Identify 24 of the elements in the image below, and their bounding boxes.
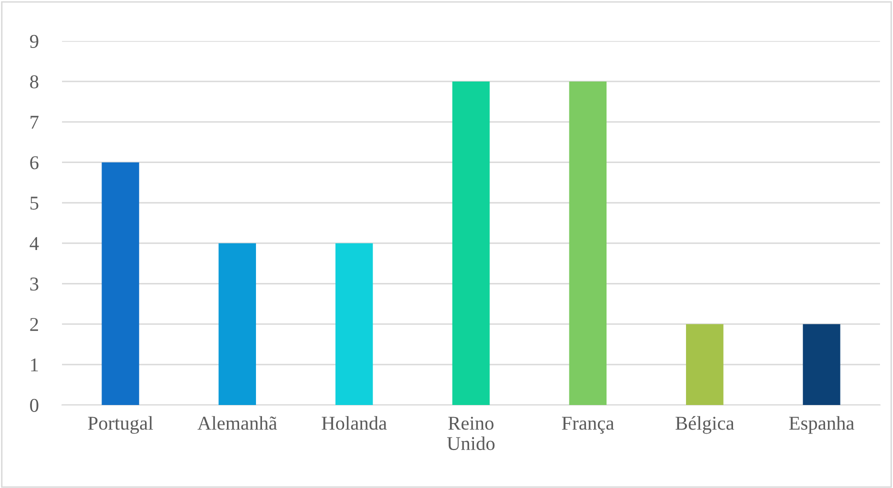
y-tick-label: 8 [30,75,38,88]
x-tick-label: Bélgica [676,416,734,434]
x-tick-label: Reino Unido [447,416,495,450]
bar [218,243,256,405]
x-tick-label: Espanha [789,416,854,434]
y-tick-label: 7 [30,116,39,129]
y-tick-label: 3 [30,278,38,291]
bar [335,243,373,405]
bar [452,81,490,405]
y-tick-label: 5 [30,196,38,210]
y-tick-label: 9 [30,34,38,48]
y-tick-label: 6 [30,156,39,170]
y-tick-label: 1 [31,358,38,372]
bar [686,324,724,405]
bar [102,162,140,405]
bar [802,324,840,405]
x-tick-label: Alemanhã [198,416,277,430]
y-tick-label: 4 [30,237,39,250]
x-tick-label: Holanda [322,416,387,430]
y-tick-label: 2 [30,318,38,331]
x-tick-label: Portugal [88,416,153,434]
bar [569,81,607,405]
x-tick-label: França [562,416,614,434]
y-tick-label: 0 [30,398,38,412]
